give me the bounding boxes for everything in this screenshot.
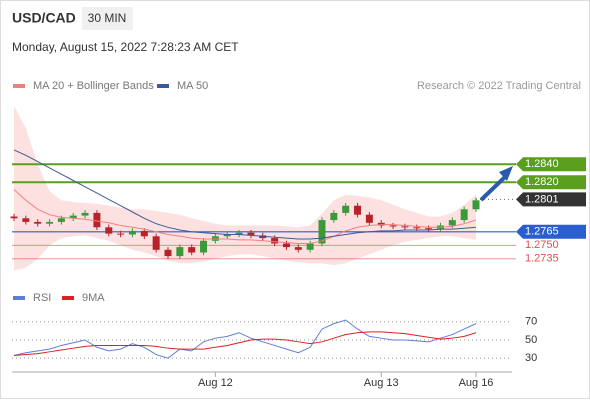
candle-body (164, 249, 172, 257)
candle-body (200, 240, 208, 253)
ma-line (13, 189, 477, 244)
legend-swatch (62, 296, 74, 300)
y-tick-label: 70 (525, 316, 537, 328)
plot: MA 20 + Bollinger Bands MA 50 1.2840 1.2820… (10, 80, 586, 389)
level-label-box (516, 175, 586, 190)
candle-body (57, 218, 65, 222)
candle-body (105, 227, 113, 234)
series-line (13, 331, 477, 356)
x-tick-label: Aug 16 (459, 377, 494, 389)
legend-swatch (13, 84, 25, 88)
candle-body (128, 230, 136, 235)
timestamp: Monday, August 15, 2022 7:28:23 AM CET (12, 40, 239, 54)
candle-body (69, 215, 77, 219)
candle-body (117, 233, 125, 235)
candle-body (235, 232, 243, 235)
candle-body (306, 243, 314, 250)
candle-body (354, 205, 362, 215)
level-label-box (516, 192, 586, 207)
candle-body (294, 247, 302, 250)
candle-body (425, 228, 433, 230)
arrow (479, 174, 508, 202)
candle-body (448, 220, 456, 226)
level-label: 1.2735 (525, 253, 559, 265)
level-label: 1.2820 (525, 176, 559, 188)
arrow-head (499, 166, 513, 181)
candle-body (81, 212, 89, 216)
legend-label: MA 20 + Bollinger Bands (33, 80, 154, 92)
level-label: 1.2765 (525, 226, 559, 238)
candle-body (10, 216, 18, 219)
candle-body (413, 227, 421, 229)
bollinger-band (14, 105, 476, 271)
candle-body (401, 226, 409, 228)
candle-body (152, 236, 160, 250)
candle-body (188, 247, 196, 253)
candle-body (460, 209, 468, 221)
y-tick-label: 50 (525, 334, 537, 346)
x-tick-label: Aug 12 (198, 377, 233, 389)
candle-body (140, 230, 148, 237)
legend-label: RSI (33, 292, 51, 304)
copyright: Research © 2022 Trading Central (417, 80, 581, 92)
candle-body (389, 225, 397, 227)
candle-body (271, 238, 279, 244)
legend-swatch (157, 84, 169, 88)
candle-body (318, 220, 326, 244)
candle-body (223, 234, 231, 237)
candle-body (282, 243, 290, 248)
legend-label: MA 50 (177, 80, 208, 92)
legend-label: 9MA (82, 292, 105, 304)
candle-body (330, 212, 338, 221)
candle-body (472, 200, 480, 210)
ma-line (13, 149, 477, 240)
symbol: USD/CAD (12, 10, 76, 26)
candle-body (342, 205, 350, 213)
level-label: 1.2801 (525, 193, 559, 205)
candle-body (93, 212, 101, 228)
candle-body (247, 232, 255, 236)
candle-body (34, 221, 42, 224)
candle-body (22, 218, 30, 222)
level-label-box (516, 224, 586, 239)
series-line (13, 319, 477, 359)
candle-body (176, 247, 184, 257)
timeframe: 30 MIN (88, 11, 127, 25)
x-tick-label: Aug 13 (364, 377, 399, 389)
y-tick-label: 30 (525, 352, 537, 364)
candle-body (365, 214, 373, 223)
level-label: 1.2750 (525, 239, 559, 251)
legend-swatch (13, 296, 25, 300)
timeframe-box (82, 7, 133, 30)
candle-body (46, 221, 54, 224)
level-label-box (516, 157, 586, 172)
level-label: 1.2840 (525, 158, 559, 170)
